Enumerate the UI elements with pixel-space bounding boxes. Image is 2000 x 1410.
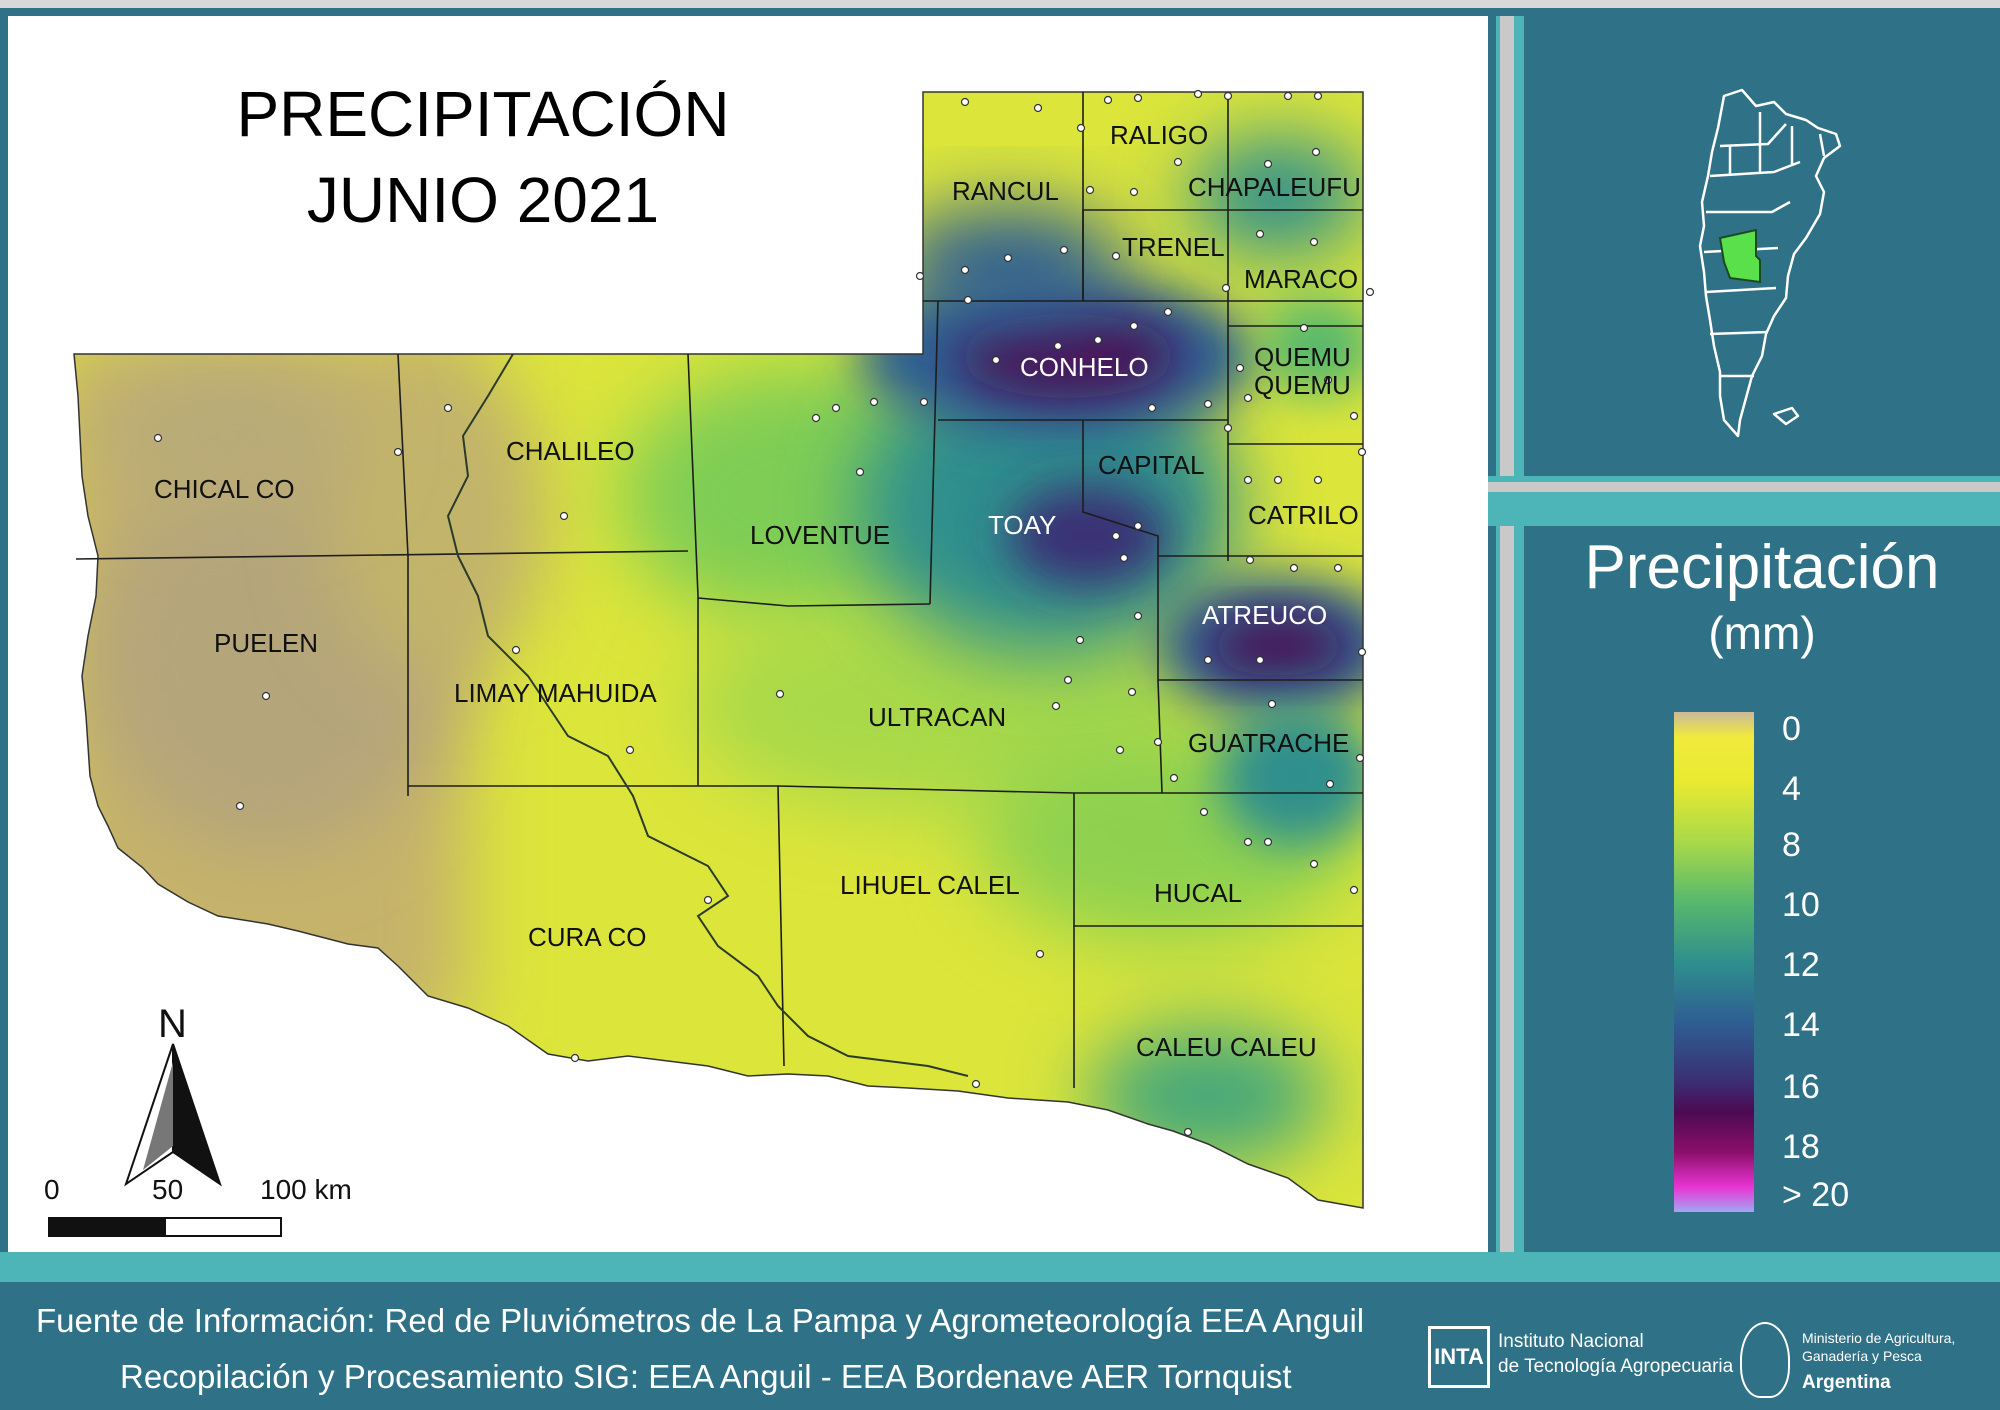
legend-unit: (mm) (1708, 607, 1816, 659)
legend-tick: 16 (1782, 1068, 1820, 1106)
dept-label: CALEU CALEU (1136, 1032, 1317, 1062)
dept-label: TRENEL (1122, 232, 1225, 262)
province-outline (73, 91, 1364, 1209)
credits-source: Fuente de Información: Red de Pluviómetr… (36, 1302, 1365, 1339)
dept-label: RANCUL (952, 176, 1059, 206)
map-title-line1: PRECIPITACIÓN (236, 78, 730, 150)
legend-tick: 8 (1782, 826, 1801, 864)
dept-label: CHAPALEUFU (1188, 172, 1361, 202)
legend-tick: 0 (1782, 710, 1801, 748)
dept-label: CHALILEO (506, 436, 635, 466)
scale-bar (48, 1217, 282, 1237)
national-seal-icon (1740, 1322, 1790, 1398)
ministry-country: Argentina (1802, 1372, 1891, 1393)
dept-label: MARACO (1244, 264, 1359, 294)
dept-label: LIMAY MAHUIDA (454, 678, 657, 708)
la-pampa-highlight (1718, 228, 1761, 284)
dept-label: LIHUEL CALEL (840, 870, 1020, 900)
argentina-locator-icon (1698, 88, 1842, 438)
dept-label: TOAY (988, 510, 1057, 540)
ministry-name-line1: Ministerio de Agricultura, (1802, 1330, 1956, 1346)
locator-map (1524, 16, 2000, 476)
north-label: N (158, 1002, 187, 1046)
dept-label: QUEMU (1254, 370, 1351, 400)
department-boundaries (75, 92, 1363, 1088)
dept-label: CATRILO (1248, 500, 1359, 530)
dept-label: PUELEN (214, 628, 319, 658)
legend-tick: 14 (1782, 1006, 1820, 1044)
inta-name: Instituto Nacional de Tecnología Agropec… (1498, 1330, 1733, 1379)
legend-tick: 18 (1782, 1128, 1820, 1166)
legend-title: Precipitación (1584, 533, 1940, 602)
scale-label-100: 100 km (260, 1174, 352, 1205)
inta-name-line2: de Tecnología Agropecuaria (1498, 1355, 1734, 1377)
scale-label-0: 0 (44, 1174, 60, 1205)
inta-logo-mark: INTA (1428, 1326, 1490, 1388)
dept-label: ULTRACAN (868, 702, 1007, 732)
panel-divider (1496, 16, 1524, 1252)
panel-divider (1488, 476, 2000, 526)
legend-tick: > 20 (1782, 1176, 1850, 1214)
map-title-line2: JUNIO 2021 (306, 164, 660, 236)
dept-label: RALIGO (1110, 120, 1209, 150)
precipitation-map (73, 89, 1375, 1209)
dept-label: ATREUCO (1202, 600, 1328, 630)
dept-label: CHICAL CO (154, 474, 295, 504)
footer-strip (0, 1252, 2000, 1282)
legend-tick: 4 (1782, 770, 1801, 808)
map-panel: PRECIPITACIÓN JUNIO 2021 RALIGO RANCUL C… (8, 16, 1488, 1252)
dept-label: CURA CO (528, 922, 647, 952)
dept-label: CONHELO (1020, 352, 1149, 382)
legend-colorbar (1674, 712, 1754, 1212)
dept-label: HUCAL (1154, 878, 1243, 908)
river (446, 353, 969, 1077)
credits-processing: Recopilación y Procesamiento SIG: EEA An… (120, 1358, 1292, 1395)
ministry-name: Ministerio de Agricultura, Ganadería y P… (1802, 1330, 1955, 1365)
legend-tick: 10 (1782, 886, 1820, 924)
north-arrow-icon (124, 1043, 222, 1187)
dept-label: QUEMU (1254, 342, 1351, 372)
pluviometer-stations (153, 89, 1375, 1137)
dept-label: LOVENTUE (750, 520, 891, 550)
top-frame (0, 0, 2000, 8)
dept-label: GUATRACHE (1188, 728, 1350, 758)
legend-panel: Precipitación (mm) 0 4 8 10 12 14 16 18 … (1524, 526, 2000, 1252)
ministry-name-line2: Ganadería y Pesca (1802, 1347, 1922, 1364)
legend-tick: 12 (1782, 946, 1820, 984)
scale-label-50: 50 (152, 1174, 184, 1205)
dept-label: CAPITAL (1098, 450, 1205, 480)
inta-name-line1: Instituto Nacional (1498, 1331, 1644, 1352)
